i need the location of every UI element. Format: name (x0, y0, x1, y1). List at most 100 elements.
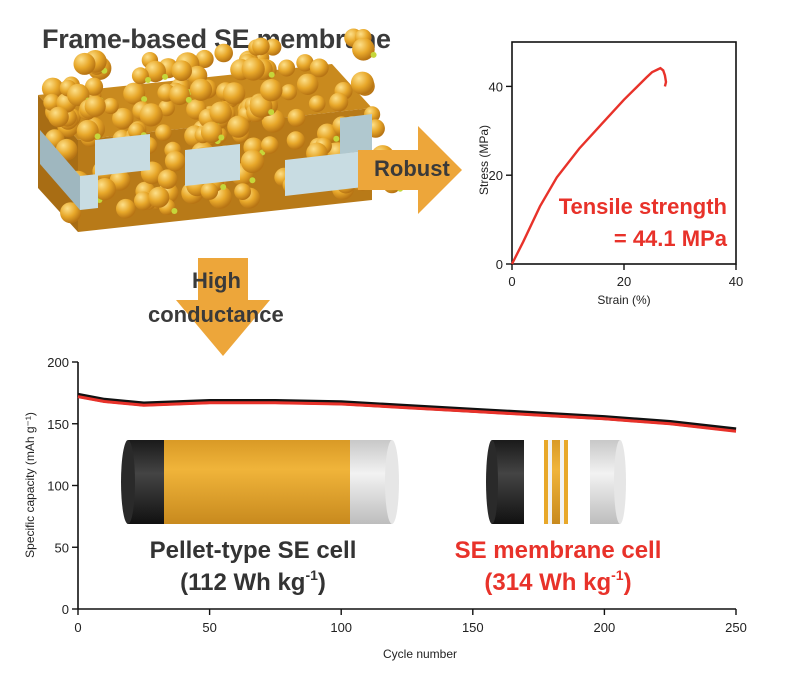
tensile-ticks: 0 20 40 0 20 40 (489, 79, 744, 289)
tensile-xtick-label: 0 (508, 274, 515, 289)
particle-sphere (200, 182, 219, 200)
dopant-dot (333, 135, 340, 142)
particle-sphere (43, 93, 61, 111)
tensile-ytick-label: 0 (496, 257, 503, 272)
particle-sphere (155, 124, 172, 141)
tensile-xlabel: Strain (%) (597, 293, 650, 307)
particle-sphere (352, 38, 375, 61)
conductance-label: conductance (148, 302, 284, 327)
tensile-ylabel: Stress (MPa) (477, 125, 491, 195)
particle-sphere (209, 101, 232, 124)
cycling-ytick-label: 150 (47, 417, 69, 432)
particle-sphere (93, 178, 117, 201)
particle-sphere (189, 78, 213, 101)
dopant-dot (162, 73, 168, 80)
particle-sphere (214, 43, 233, 63)
particle-sphere (240, 149, 265, 174)
particle-sphere (116, 198, 136, 219)
membrane-cell-energy: (314 Wh kg-1) (484, 567, 631, 596)
cycling-xtick-label: 50 (202, 620, 216, 635)
cycling-ytick-label: 200 (47, 355, 69, 370)
tensile-xtick-label: 20 (617, 274, 631, 289)
pellet-cell-illustration (121, 440, 399, 524)
cycling-xtick-label: 250 (725, 620, 747, 635)
cycling-xtick-label: 100 (330, 620, 352, 635)
cycling-xtick-label: 0 (74, 620, 81, 635)
dopant-dot (220, 184, 227, 190)
tensile-series-line (510, 66, 668, 265)
cycling-series-black (77, 392, 737, 433)
dopant-dot (141, 96, 148, 103)
particle-sphere (278, 59, 296, 77)
particle-sphere (222, 82, 246, 105)
particle-sphere (169, 84, 190, 106)
dopant-dot (94, 133, 101, 140)
particle-sphere (60, 202, 82, 224)
particle-sphere (158, 99, 175, 117)
dopant-dot (145, 77, 151, 83)
tensile-ytick-label: 40 (489, 79, 503, 94)
frame-strips (40, 114, 372, 210)
pellet-cell-label: Pellet-type SE cell (150, 537, 357, 564)
particle-sphere (144, 60, 166, 83)
particle-sphere (84, 95, 106, 117)
dopant-dot (185, 96, 192, 103)
membrane-illustration (38, 28, 404, 232)
particle-sphere (67, 83, 90, 107)
tensile-annotation-line1: Tensile strength (559, 194, 727, 219)
particle-sphere (157, 169, 178, 189)
particle-sphere (329, 92, 349, 112)
particle-sphere (76, 119, 99, 142)
cycling-xtick-label: 200 (594, 620, 616, 635)
particle-sphere (308, 95, 326, 112)
cycling-xtick-label: 150 (462, 620, 484, 635)
particle-sphere (131, 67, 149, 85)
particle-sphere (241, 57, 265, 81)
particle-sphere (252, 37, 270, 56)
cycling-xlabel: Cycle number (383, 647, 457, 661)
particle-sphere (309, 58, 329, 78)
tensile-xtick-label: 40 (729, 274, 743, 289)
tensile-annotation-line2: = 44.1 MPa (614, 226, 728, 251)
particle-sphere (73, 52, 96, 75)
particle-sphere (171, 60, 192, 81)
particle-sphere (296, 54, 314, 72)
particle-sphere (84, 77, 104, 96)
particle-sphere (287, 108, 306, 127)
cycling-ytick-label: 50 (55, 540, 69, 555)
particle-sphere (280, 84, 297, 101)
particle-sphere (261, 136, 279, 154)
membrane-cell-label: SE membrane cell (455, 537, 662, 564)
tensile-ytick-label: 20 (489, 168, 503, 183)
cycling-ylabel: Specific capacity (mAh g⁻¹) (23, 412, 37, 558)
particle-sphere (234, 183, 252, 201)
cycling-ytick-label: 0 (62, 602, 69, 617)
cycling-series-red (77, 395, 737, 433)
conductance-arrow (176, 258, 270, 356)
high-label: High (192, 268, 241, 293)
pellet-cell-energy: (112 Wh kg-1) (180, 567, 326, 596)
dopant-dot (268, 109, 275, 116)
particle-sphere (227, 115, 250, 138)
particle-sphere (297, 73, 319, 96)
cycling-ytick-label: 100 (47, 479, 69, 494)
particle-sphere (48, 106, 69, 128)
particle-sphere (102, 97, 119, 115)
particle-sphere (134, 191, 153, 211)
cycling-chart: 0 50 100 150 200 250 0 50 100 150 200 Cycle number… (23, 355, 747, 661)
particle-sphere (200, 121, 223, 143)
particle-sphere (260, 79, 283, 102)
particle-sphere (286, 131, 305, 150)
robust-label: Robust (374, 156, 450, 181)
particle-sphere (112, 107, 134, 130)
tensile-chart: 0 20 40 0 20 40 Strain (%) Stress (MPa) Tensi… (477, 41, 744, 307)
particle-sphere (350, 71, 374, 95)
dopant-dot (171, 208, 178, 214)
dopant-dot (218, 134, 225, 141)
particle-sphere (148, 186, 170, 208)
dopant-dot (268, 71, 275, 78)
particle-sphere (123, 82, 146, 105)
particle-sphere (139, 103, 163, 127)
particle-sphere (249, 95, 273, 118)
